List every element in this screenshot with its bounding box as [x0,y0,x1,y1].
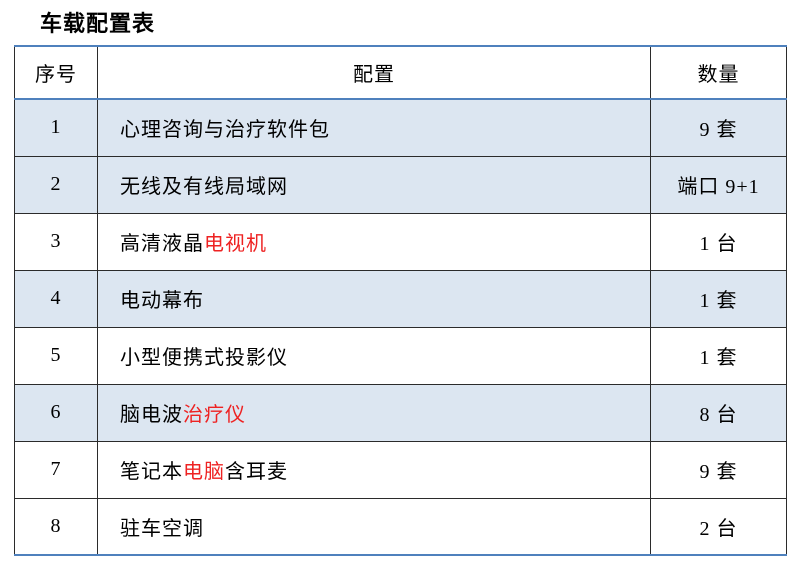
table-row: 8 驻车空调 2 台 [14,497,787,556]
cell-index: 6 [14,383,98,442]
config-text: 驻车空调 [120,517,204,540]
cell-config: 脑电波治疗仪 [97,383,651,442]
cell-config: 小型便携式投影仪 [97,326,651,385]
table-row: 3 高清液晶电视机 1 台 [14,212,787,271]
col-header-no: 序号 [14,45,98,100]
table-row: 5 小型便携式投影仪 1 套 [14,326,787,385]
cell-index: 5 [14,326,98,385]
config-table: 序号 配置 数量 1 心理咨询与治疗软件包 9 套 2 无线及有线局域网 端口 9+1 3 高… [14,45,787,556]
table-row: 2 无线及有线局域网 端口 9+1 [14,155,787,214]
table-row: 4 电动幕布 1 套 [14,269,787,328]
cell-qty: 1 套 [650,269,787,328]
config-text: 无线及有线局域网 [120,176,288,198]
cell-index: 8 [14,497,98,556]
col-header-config: 配置 [97,45,651,100]
cell-index: 2 [14,155,98,214]
cell-config: 心理咨询与治疗软件包 [97,98,651,157]
cell-index: 1 [14,98,98,157]
config-text: 电动幕布 [120,290,204,312]
col-header-qty: 数量 [650,45,787,100]
config-text: 脑电波 [120,404,183,426]
cell-config: 电动幕布 [97,269,651,328]
config-text-red: 治疗仪 [183,404,246,426]
config-text: 含耳麦 [225,461,288,483]
cell-index: 4 [14,269,98,328]
config-text: 心理咨询与治疗软件包 [120,119,330,142]
cell-config: 高清液晶电视机 [97,212,651,271]
config-text-red: 电脑 [183,461,225,483]
cell-qty: 8 台 [650,383,787,442]
cell-qty: 2 台 [650,497,787,556]
cell-index: 3 [14,212,98,271]
cell-index: 7 [14,440,98,499]
cell-qty: 1 套 [650,326,787,385]
cell-config: 驻车空调 [97,497,651,556]
cell-qty: 端口 9+1 [650,155,787,214]
cell-qty: 1 台 [650,212,787,271]
table-header: 序号 配置 数量 [14,45,787,100]
cell-config: 无线及有线局域网 [97,155,651,214]
table-row: 6 脑电波治疗仪 8 台 [14,383,787,442]
config-text-red: 电视机 [204,233,267,255]
config-table-body: 1 心理咨询与治疗软件包 9 套 2 无线及有线局域网 端口 9+1 3 高清液晶电视机 1 台… [14,98,787,556]
table-row: 1 心理咨询与治疗软件包 9 套 [14,98,787,157]
page-title: 车载配置表 [40,11,156,36]
cell-qty: 9 套 [650,98,787,157]
table-row: 7 笔记本电脑含耳麦 9 套 [14,440,787,499]
config-text: 笔记本 [120,461,183,483]
cell-config: 笔记本电脑含耳麦 [97,440,651,499]
cell-qty: 9 套 [650,440,787,499]
config-text: 小型便携式投影仪 [120,347,288,369]
header-row: 序号 配置 数量 [14,45,787,100]
config-text: 高清液晶 [120,233,204,255]
